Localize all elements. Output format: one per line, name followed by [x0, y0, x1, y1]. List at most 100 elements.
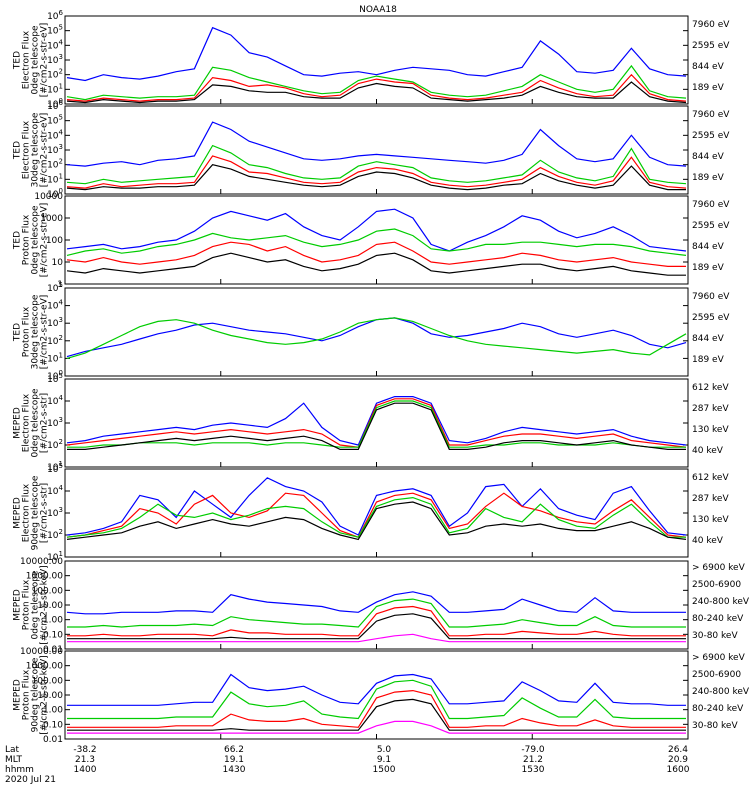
series-line-black: [66, 501, 687, 541]
mlt-value: 21.2: [523, 755, 543, 765]
y-tick-label: 105: [47, 281, 63, 294]
legend-entry: 612 keV: [692, 473, 729, 483]
y-tick-label: 0.10: [43, 720, 63, 730]
mlt-value: 19.1: [224, 755, 244, 765]
y-tick-label: 104: [47, 38, 63, 51]
y-tick-label: 1: [57, 280, 63, 290]
series-line-magenta: [67, 720, 686, 734]
y-tick-label: 100.00: [32, 676, 64, 686]
legend-entry: 130 keV: [692, 515, 729, 525]
series-line-red: [67, 605, 686, 637]
series-line-red: [66, 398, 687, 448]
y-axis-label: MEPEDProton Flux90deg telescope[#/cm2-s-…: [13, 655, 50, 734]
series-line-green: [67, 400, 686, 448]
y-tick-label: 10000.00: [20, 647, 63, 657]
y-axis-label: TEDElectron Flux0deg telescope[#/cm2-s-s…: [13, 23, 50, 98]
series-line-green: [66, 64, 687, 101]
legend-entry: 7960 eV: [692, 200, 730, 210]
hhmm-value: 1500: [373, 765, 396, 775]
x-axis-labels: Lat MLT hhmm 2020 Jul 21 -38.2 21.3 1400…: [5, 745, 690, 785]
y-tick-label: 10.00: [37, 601, 63, 611]
series-line-green: [66, 317, 687, 359]
panel-frame: [64, 378, 689, 468]
legend-entry: 612 keV: [692, 383, 729, 393]
legend-entry: 189 eV: [692, 83, 725, 93]
lat-value: -38.2: [73, 745, 96, 755]
series-line-blue: [66, 121, 687, 167]
series-line-green: [67, 679, 686, 720]
legend-entry: 189 eV: [692, 263, 725, 273]
y-tick-label: 104: [47, 484, 63, 497]
panel-meped-proton-90deg: 0.01 0.10 1.00 10.00 100.00 1000.00 10000.00ME…: [13, 647, 750, 745]
y-tick-label: 0.10: [43, 630, 63, 640]
legend-entry: 844 eV: [692, 62, 725, 72]
hhmm-value: 1430: [223, 765, 246, 775]
series-line-red: [66, 492, 687, 538]
row-label-mlt: MLT: [5, 755, 23, 765]
legend-entry: 844 eV: [692, 152, 725, 162]
series-line-green: [66, 228, 687, 256]
legend-entry: 287 keV: [692, 494, 729, 504]
legend-entry: 189 eV: [692, 355, 725, 365]
legend-entry: 7960 eV: [692, 110, 730, 120]
legend-entry: 189 eV: [692, 173, 725, 183]
row-label-date: 2020 Jul 21: [5, 775, 56, 785]
y-tick-label: 10.00: [37, 691, 63, 701]
panel-frame: [64, 15, 689, 105]
y-tick-label: 1000.00: [26, 572, 63, 582]
y-axis-label: MEPEDElectron Flux90deg telescope[#/cm2-…: [13, 475, 50, 550]
series-line-red: [66, 73, 687, 102]
series-line-black: [66, 252, 686, 276]
y-axis-label: TEDProton Flux30deg telescope[#/cm2-s-st…: [13, 294, 50, 369]
y-tick-label: 10000.00: [20, 557, 63, 567]
legend-entry: 2595 eV: [692, 41, 730, 51]
series-line-blue: [66, 396, 687, 446]
series-line-red: [66, 241, 686, 267]
series-line-green: [67, 598, 686, 628]
y-axis-label: TEDElectron Flux30deg telescope[#/cm2-s-…: [13, 112, 50, 187]
legend-entry: 844 eV: [692, 334, 725, 344]
legend-entry: 7960 eV: [692, 20, 730, 30]
series-line-blue: [66, 591, 686, 615]
legend-entry: 2595 eV: [692, 131, 730, 141]
y-tick-label: 104: [47, 299, 63, 312]
y-tick-label: 100: [46, 236, 63, 246]
y-tick-label: 100.00: [32, 586, 64, 596]
series-line-blue: [66, 26, 687, 82]
hhmm-value: 1600: [667, 765, 690, 775]
series-line-black: [66, 164, 686, 191]
legend-entry: 40 keV: [692, 446, 724, 456]
chart-title: NOAA18: [359, 5, 397, 15]
y-axis-label: MEPEDElectron Flux0deg telescope[#/cm2-s…: [13, 388, 50, 458]
legend-entry: 240-800 keV: [692, 597, 750, 607]
legend-entry: 2500-6900: [692, 580, 741, 590]
legend-entry: 2595 eV: [692, 221, 730, 231]
y-tick-label: 1.00: [43, 706, 63, 716]
lat-value: 26.4: [668, 745, 688, 755]
series-line-black: [67, 698, 686, 731]
series-line-red: [67, 689, 686, 728]
mlt-value: 9.1: [377, 755, 391, 765]
legend-entry: 287 keV: [692, 404, 729, 414]
y-tick-label: 1000.00: [26, 662, 63, 672]
mlt-value: 21.3: [75, 755, 95, 765]
legend-entry: 30-80 keV: [692, 631, 738, 641]
mlt-value: 20.9: [668, 755, 688, 765]
legend-entry: 2500-6900: [692, 670, 741, 680]
series-line-blue: [67, 673, 686, 706]
series-line-black: [67, 402, 686, 450]
y-tick-label: 10000: [34, 192, 63, 202]
hhmm-value: 1400: [74, 765, 97, 775]
panel-meped-proton-0deg: 0.010.101.0010.00100.001000.0010000.00ME…: [13, 557, 750, 655]
legend-entry: 240-800 keV: [692, 687, 750, 697]
row-label-lat: Lat: [5, 745, 20, 755]
panel-frame: [64, 560, 689, 650]
series-line-black: [66, 81, 687, 104]
legend-entry: 130 keV: [692, 425, 729, 435]
panel-frame: [64, 287, 689, 377]
